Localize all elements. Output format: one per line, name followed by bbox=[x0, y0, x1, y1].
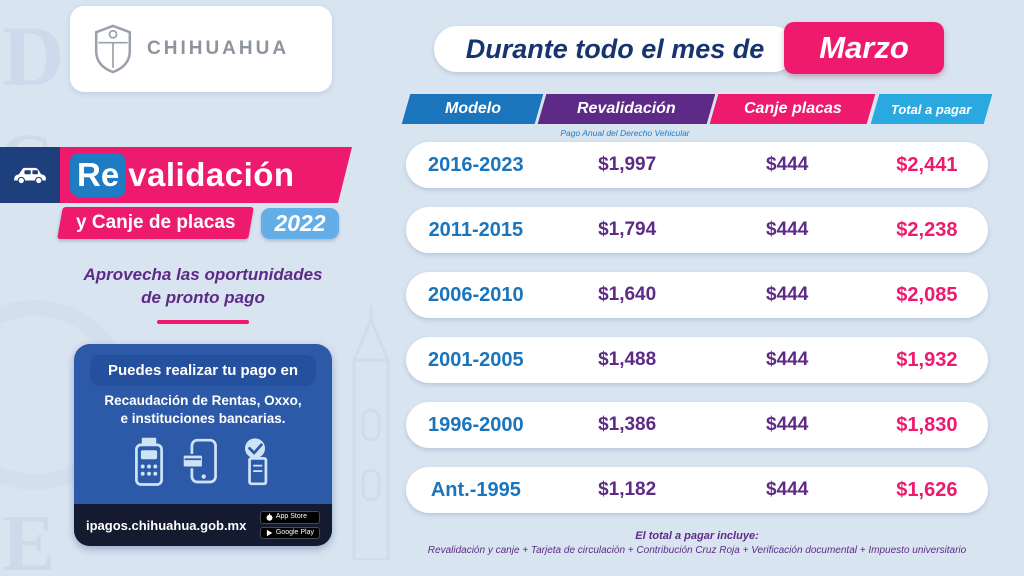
table-header: Modelo Revalidación Canje placas Total a… bbox=[401, 94, 993, 124]
apple-icon bbox=[266, 513, 273, 522]
cell-revalidacion: $1,488 bbox=[598, 349, 657, 370]
payment-body-line-1: Recaudación de Rentas, Oxxo, bbox=[104, 393, 302, 408]
canje-label: y Canje de placas bbox=[76, 212, 236, 233]
cell-total: $1,932 bbox=[896, 348, 958, 371]
month-badge: Marzo bbox=[784, 22, 944, 74]
cell-canje-placas: $444 bbox=[766, 414, 809, 435]
cell-revalidacion: $1,640 bbox=[598, 284, 657, 305]
cell-total: $2,441 bbox=[896, 153, 958, 176]
year-badge: 2022 bbox=[261, 207, 339, 239]
table-row: Ant.-1995 $1,182 $444 $1,626 bbox=[406, 467, 988, 513]
store-badges: App Store Google Play bbox=[259, 511, 320, 539]
cell-revalidacion: $1,386 bbox=[598, 414, 657, 435]
payment-body-line-2: e instituciones bancarias. bbox=[120, 410, 286, 426]
payment-icons bbox=[74, 433, 332, 491]
cell-total: $1,626 bbox=[896, 478, 958, 501]
cell-canje-placas: $444 bbox=[766, 219, 809, 240]
cell-revalidacion: $1,182 bbox=[598, 479, 657, 500]
cell-revalidacion: $1,997 bbox=[598, 154, 657, 175]
chihuahua-shield-icon bbox=[94, 24, 132, 74]
cell-total: $1,830 bbox=[896, 413, 958, 436]
watermark-letter-e: E bbox=[2, 500, 56, 576]
column-header-revalidacion: Revalidación bbox=[537, 94, 716, 124]
tagline-underline bbox=[157, 319, 249, 324]
table-row: 2016-2023 $1,997 $444 $2,441 bbox=[406, 142, 988, 188]
payment-card-body: Recaudación de Rentas, Oxxo, e instituci… bbox=[90, 392, 316, 427]
pricing-rows: 2016-2023 $1,997 $444 $2,441 2011-2015 $… bbox=[406, 142, 988, 513]
footnote-title: El total a pagar incluye: bbox=[635, 530, 759, 542]
cell-canje-placas: $444 bbox=[766, 349, 809, 370]
cell-total: $2,238 bbox=[896, 218, 958, 241]
table-row: 2011-2015 $1,794 $444 $2,238 bbox=[406, 207, 988, 253]
payment-url[interactable]: ipagos.chihuahua.gob.mx bbox=[86, 517, 247, 533]
cell-total: $2,085 bbox=[896, 283, 958, 306]
car-segment bbox=[0, 147, 60, 203]
payment-card-title: Puedes realizar tu pago en bbox=[90, 355, 316, 386]
cell-revalidacion: $1,794 bbox=[598, 219, 657, 240]
cell-canje-placas: $444 bbox=[766, 154, 809, 175]
canje-banner: y Canje de placas 2022 bbox=[57, 205, 339, 241]
banner-title: Re validación bbox=[60, 147, 352, 203]
table-footnote: El total a pagar incluye: Revalidación y… bbox=[406, 530, 988, 556]
pricing-panel: Durante todo el mes de Marzo Modelo Reva… bbox=[401, 0, 993, 576]
google-play-badge[interactable]: Google Play bbox=[259, 526, 320, 539]
tagline: Aprovecha las oportunidades de pronto pa… bbox=[38, 264, 368, 324]
watermark-letter-d: D bbox=[2, 8, 65, 104]
table-row: 2006-2010 $1,640 $444 $2,085 bbox=[406, 272, 988, 318]
tagline-line-1: Aprovecha las oportunidades bbox=[83, 265, 323, 284]
table-row: 1996-2000 $1,386 $444 $1,830 bbox=[406, 402, 988, 448]
tagline-line-2: de pronto pago bbox=[141, 287, 265, 307]
cell-modelo: 2006-2010 bbox=[428, 283, 524, 306]
title-highlight: Re bbox=[70, 153, 126, 197]
cell-canje-placas: $444 bbox=[766, 284, 809, 305]
cell-modelo: 2001-2005 bbox=[428, 348, 524, 371]
play-icon bbox=[266, 529, 273, 536]
receipt-check-icon bbox=[245, 438, 268, 486]
canje-ribbon: y Canje de placas bbox=[57, 207, 255, 239]
app-store-badge[interactable]: App Store bbox=[259, 511, 320, 524]
cell-modelo: 2016-2023 bbox=[428, 153, 524, 176]
column-header-modelo: Modelo bbox=[401, 94, 544, 124]
cell-modelo: 1996-2000 bbox=[428, 413, 524, 436]
brand-name: CHIHUAHUA bbox=[147, 38, 290, 59]
payment-info-card: Puedes realizar tu pago en Recaudación d… bbox=[74, 344, 332, 546]
month-header: Durante todo el mes de bbox=[434, 26, 796, 72]
column-header-canje-placas: Canje placas bbox=[710, 94, 876, 124]
footnote-items: Revalidación y canje + Tarjeta de circul… bbox=[427, 545, 967, 556]
chihuahua-logo-card: CHIHUAHUA bbox=[70, 6, 332, 92]
title-rest: validación bbox=[128, 156, 295, 193]
column-note: Pago Anual del Derecho Vehicular bbox=[560, 128, 690, 138]
table-row: 2001-2005 $1,488 $444 $1,932 bbox=[406, 337, 988, 383]
column-header-total: Total a pagar bbox=[870, 94, 993, 124]
cell-modelo: 2011-2015 bbox=[428, 218, 524, 241]
payment-terminal-icon bbox=[135, 437, 163, 486]
mobile-payment-icon bbox=[181, 438, 217, 484]
payment-footer-bar: ipagos.chihuahua.gob.mx App Store Google… bbox=[74, 504, 332, 546]
car-icon bbox=[11, 164, 49, 186]
revalidacion-banner: Re validación bbox=[0, 147, 352, 203]
cell-modelo: Ant.-1995 bbox=[430, 478, 521, 501]
watermark-cathedral bbox=[352, 306, 390, 560]
cell-canje-placas: $444 bbox=[766, 479, 809, 500]
